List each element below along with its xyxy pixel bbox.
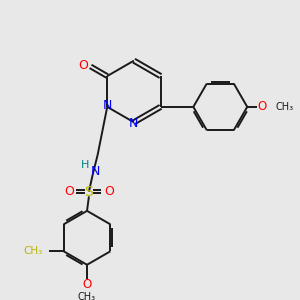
Text: O: O bbox=[78, 59, 88, 72]
Text: O: O bbox=[82, 278, 91, 292]
Text: O: O bbox=[257, 100, 266, 113]
Text: O: O bbox=[104, 185, 114, 198]
Text: CH₃: CH₃ bbox=[275, 102, 293, 112]
Text: N: N bbox=[129, 117, 139, 130]
Text: CH₃: CH₃ bbox=[78, 292, 96, 300]
Text: CH₃: CH₃ bbox=[23, 246, 43, 256]
Text: H: H bbox=[81, 160, 89, 170]
Text: N: N bbox=[91, 165, 100, 178]
Text: S: S bbox=[85, 184, 93, 199]
Text: O: O bbox=[64, 185, 74, 198]
Text: N: N bbox=[103, 99, 112, 112]
